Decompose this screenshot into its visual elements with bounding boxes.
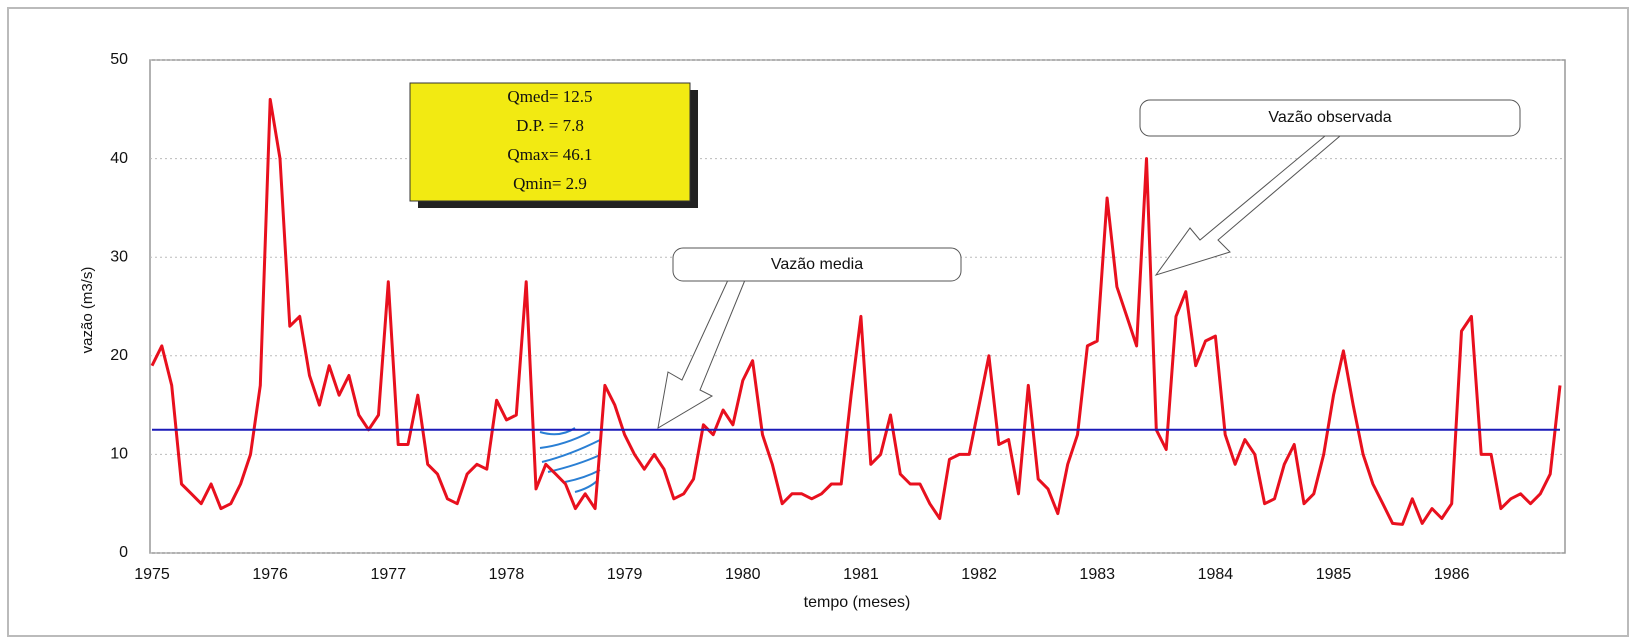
plot-area bbox=[149, 59, 1566, 554]
x-tick-label: 1977 bbox=[371, 566, 407, 583]
x-tick-label: 1978 bbox=[489, 566, 525, 583]
x-tick-label: 1986 bbox=[1434, 566, 1470, 583]
callout-box bbox=[1139, 99, 1521, 137]
callout-arrow bbox=[1154, 135, 1342, 276]
stat: Qmin= 2.9 bbox=[513, 174, 587, 193]
callout-text: Vazão media bbox=[771, 256, 863, 273]
y-tick-label: 30 bbox=[110, 248, 128, 265]
x-axis-label: tempo (meses) bbox=[804, 594, 911, 611]
y-tick-label: 0 bbox=[119, 544, 128, 561]
stat: Qmax= 46.1 bbox=[507, 145, 592, 164]
y-axis-label: vazão (m3/s) bbox=[79, 267, 96, 354]
grid bbox=[150, 59, 1565, 554]
plot bbox=[150, 97, 1562, 526]
x-tick-label: 1981 bbox=[843, 566, 879, 583]
x-tick-label: 1975 bbox=[134, 566, 170, 583]
y-tick-label: 50 bbox=[110, 51, 128, 68]
data-line bbox=[150, 97, 1562, 526]
stat: Qmed= 12.5 bbox=[507, 87, 592, 106]
x-tick-label: 1980 bbox=[725, 566, 761, 583]
x-tick-label: 1984 bbox=[1198, 566, 1234, 583]
y-tick-label: 20 bbox=[110, 347, 128, 364]
x-tick-label: 1976 bbox=[252, 566, 288, 583]
x-tick-label: 1979 bbox=[607, 566, 643, 583]
callout-text: Vazão observada bbox=[1268, 109, 1391, 126]
y-tick-label: 40 bbox=[110, 150, 128, 167]
callout-box bbox=[672, 247, 962, 282]
x-tick-label: 1983 bbox=[1079, 566, 1115, 583]
y-tick-label: 10 bbox=[110, 446, 128, 463]
x-tick-label: 1982 bbox=[961, 566, 997, 583]
callout-arrow bbox=[657, 279, 746, 429]
x-tick-label: 1985 bbox=[1316, 566, 1352, 583]
stat: D.P. = 7.8 bbox=[516, 116, 584, 135]
stats-box bbox=[409, 82, 691, 202]
